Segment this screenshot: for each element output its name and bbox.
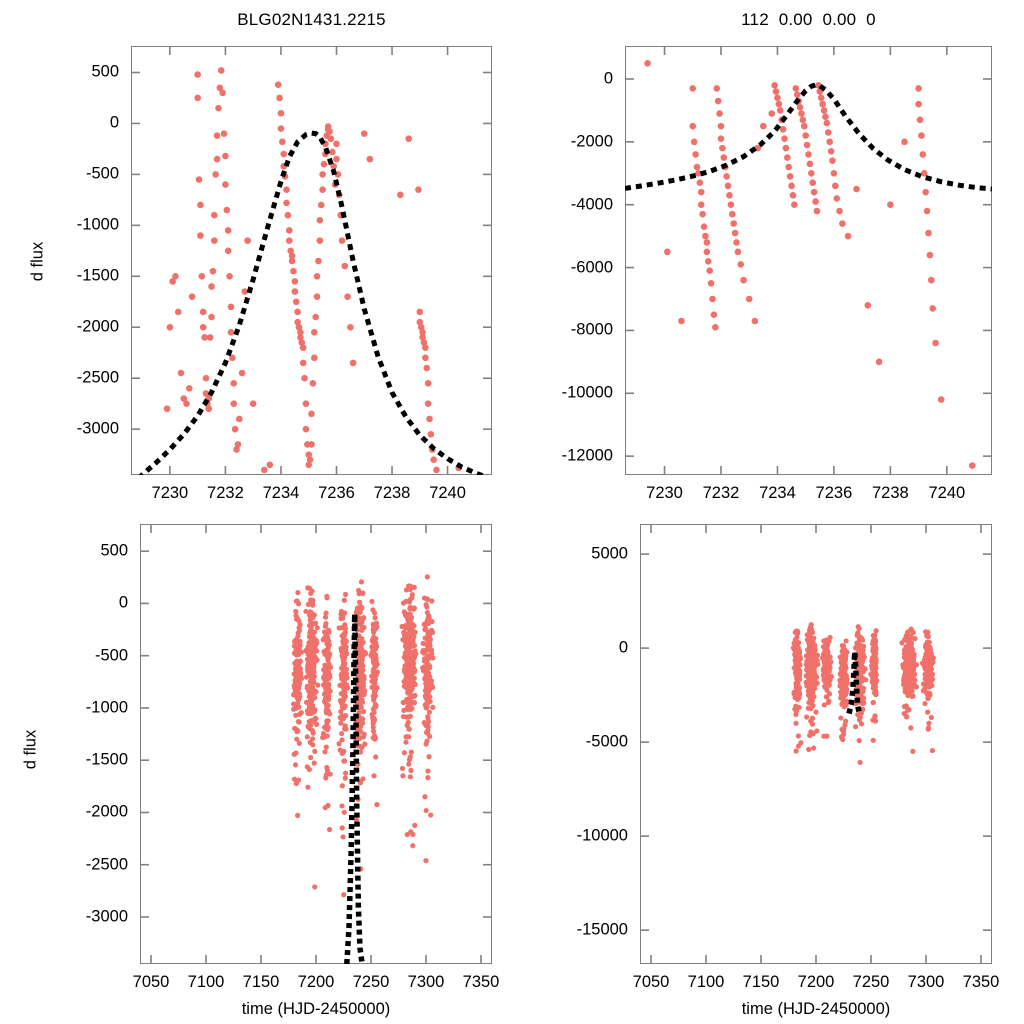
y-tick-label: -10000 — [576, 826, 628, 845]
x-tick-label: 7100 — [687, 973, 725, 991]
x-tick-label: 7240 — [928, 484, 966, 502]
y-tick-label: -1000 — [85, 698, 128, 717]
y-tick-label: 0 — [109, 113, 119, 132]
y-tick-label: -500 — [94, 646, 128, 665]
y-tick-label: -500 — [85, 164, 119, 183]
y-tick-label: -1500 — [76, 266, 119, 285]
x-tick-label: 7230 — [151, 484, 189, 502]
y-axis-label-top-left: d flux — [28, 241, 47, 282]
x-tick-label: 7350 — [962, 973, 1000, 991]
y-tick-label: -8000 — [570, 320, 613, 339]
x-tick-label: 7150 — [742, 973, 780, 991]
panel-bottom-right-frame — [640, 524, 992, 964]
panel-top-left-title: BLG02N1431.2215 — [237, 10, 386, 29]
x-tick-label: 7238 — [373, 484, 411, 502]
y-tick-label: -1000 — [76, 215, 119, 234]
x-tick-label: 7234 — [759, 484, 796, 502]
x-tick-label: 7250 — [352, 973, 390, 991]
y-tick-label: -3000 — [76, 419, 119, 438]
panel-bottom-left — [140, 524, 492, 964]
y-tick-label: -3000 — [85, 907, 128, 926]
x-tick-label: 7200 — [297, 973, 335, 991]
x-tick-label: 7238 — [872, 484, 909, 502]
x-tick-label: 7250 — [852, 973, 890, 991]
y-tick-label: -2000 — [570, 132, 613, 151]
panel-top-left-frame — [131, 46, 492, 475]
panel-bottom-right-plot-area — [640, 524, 992, 964]
y-tick-label: 0 — [618, 638, 628, 657]
panel-top-right-title: 112 0.00 0.00 0 — [741, 10, 876, 29]
y-tick-label: 0 — [603, 69, 613, 88]
x-tick-label: 7232 — [702, 484, 740, 502]
panel-top-left-plot-area — [131, 46, 492, 475]
y-tick-label: 500 — [91, 62, 119, 81]
x-axis-label-bottom-left: time (HJD-2450000) — [241, 1000, 391, 1018]
x-tick-label: 7232 — [207, 484, 244, 502]
panel-top-right-frame — [625, 46, 992, 475]
x-tick-label: 7050 — [632, 973, 670, 991]
y-tick-label: -1500 — [85, 750, 128, 769]
y-tick-label: -2000 — [76, 317, 119, 336]
x-tick-label: 7300 — [907, 973, 945, 991]
y-tick-label: -2500 — [85, 855, 128, 874]
panel-bottom-left-frame — [140, 524, 492, 964]
x-tick-label: 7300 — [407, 973, 445, 991]
panel-top-left — [131, 46, 492, 475]
y-tick-label: 0 — [118, 593, 128, 612]
x-axis-label-bottom-right: time (HJD-2450000) — [741, 1000, 891, 1018]
y-tick-label: -2500 — [76, 368, 119, 387]
x-tick-label: 7234 — [262, 484, 300, 502]
y-tick-label: 5000 — [591, 544, 628, 563]
panel-top-right — [625, 46, 992, 475]
y-axis-label-bottom-left: d flux — [21, 729, 40, 770]
y-tick-label: -12000 — [561, 446, 613, 465]
panel-bottom-right — [640, 524, 992, 964]
x-tick-label: 7236 — [815, 484, 853, 502]
x-tick-label: 7350 — [462, 973, 500, 991]
x-tick-label: 7050 — [132, 973, 170, 991]
x-tick-label: 7100 — [187, 973, 225, 991]
y-tick-label: -6000 — [570, 258, 613, 277]
x-tick-label: 7240 — [429, 484, 466, 502]
panel-bottom-left-plot-area — [140, 524, 492, 964]
y-tick-label: -2000 — [85, 802, 128, 821]
y-tick-label: -10000 — [561, 383, 613, 402]
panel-top-right-plot-area — [625, 46, 992, 475]
y-tick-label: -15000 — [576, 920, 628, 939]
x-tick-label: 7200 — [797, 973, 835, 991]
y-tick-label: -5000 — [585, 732, 628, 751]
x-tick-label: 7236 — [318, 484, 355, 502]
x-tick-label: 7150 — [242, 973, 280, 991]
y-tick-label: -4000 — [570, 195, 613, 214]
y-tick-label: 500 — [100, 541, 128, 560]
x-tick-label: 7230 — [646, 484, 683, 502]
